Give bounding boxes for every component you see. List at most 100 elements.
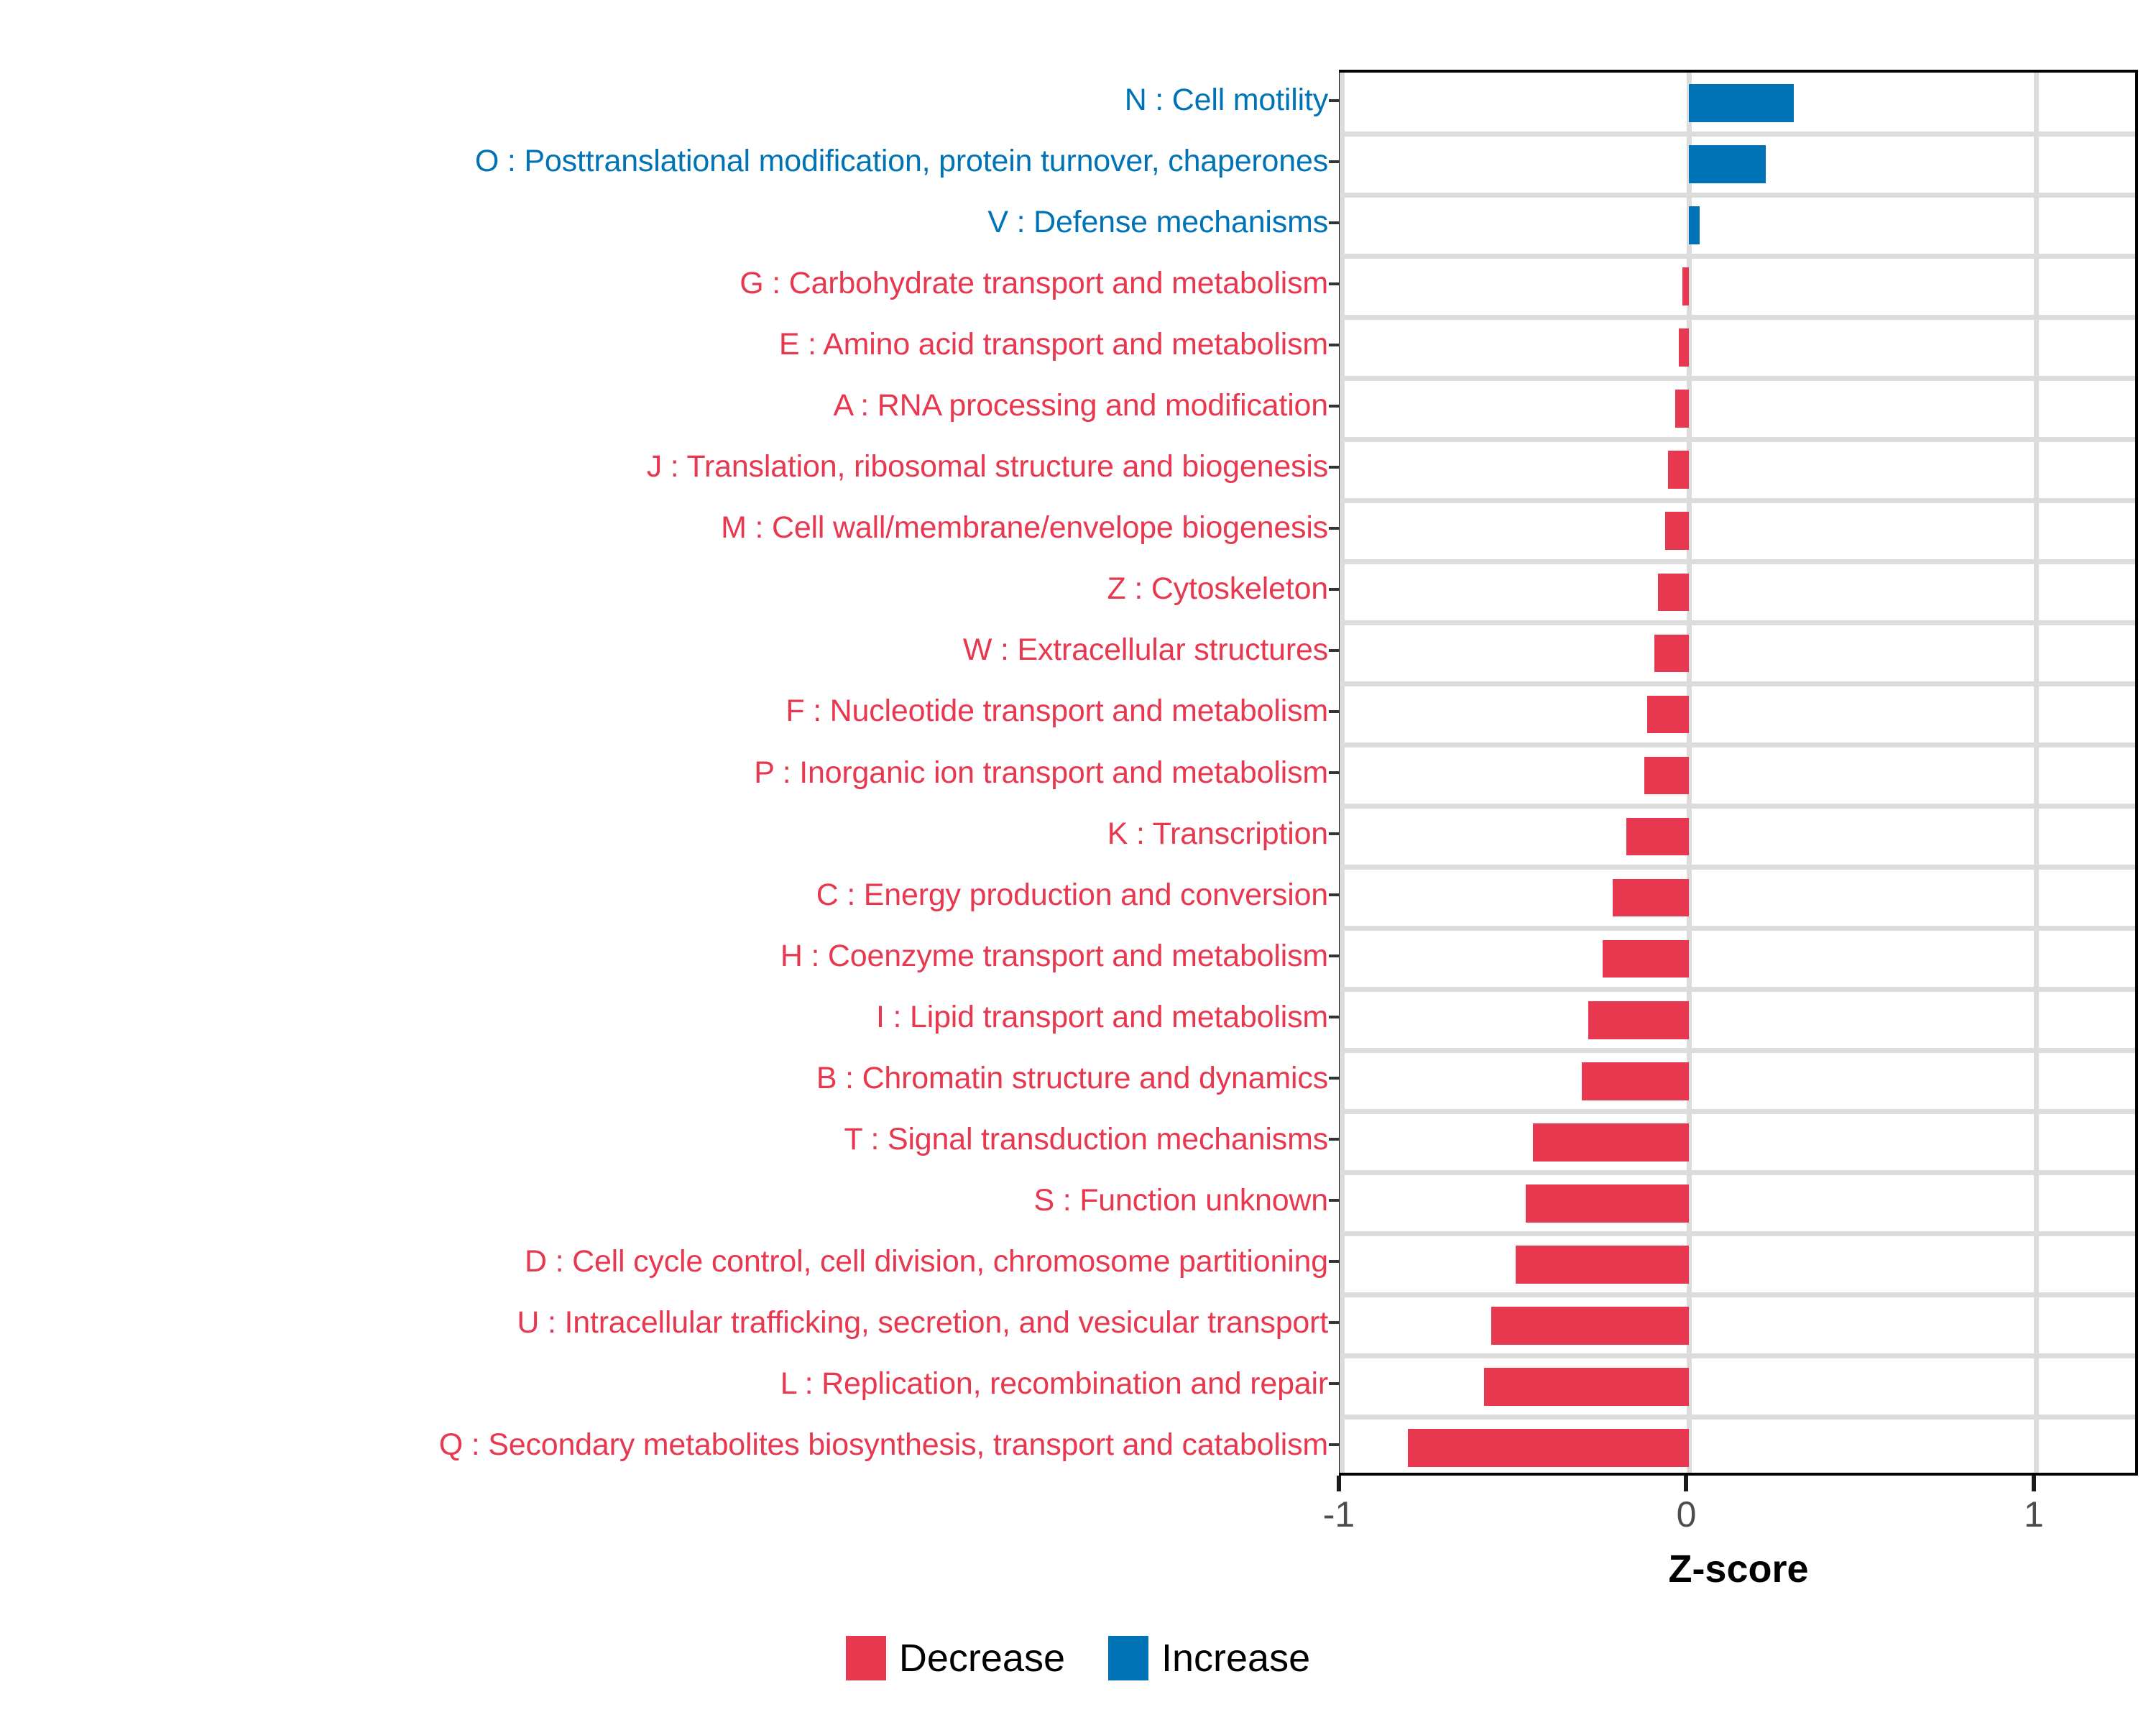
- bar[interactable]: [1689, 145, 1766, 183]
- gridline-horizontal: [1342, 926, 2135, 932]
- bar[interactable]: [1689, 206, 1700, 244]
- gridline-horizontal: [1342, 1353, 2135, 1359]
- bar[interactable]: [1526, 1184, 1690, 1223]
- category-label: V : Defense mechanisms: [0, 192, 1335, 253]
- category-label-text: L : Replication, recombination and repai…: [780, 1366, 1328, 1401]
- bar-row: [1342, 451, 2135, 489]
- gridline-horizontal: [1342, 558, 2135, 564]
- bar[interactable]: [1647, 695, 1690, 734]
- category-label-text: J : Translation, ribosomal structure and…: [646, 449, 1328, 484]
- bar[interactable]: [1613, 878, 1690, 917]
- y-axis-tick-mark: [1329, 221, 1339, 224]
- gridline-horizontal: [1342, 131, 2135, 137]
- gridline-horizontal: [1342, 1109, 2135, 1115]
- y-axis-tick-mark: [1329, 1077, 1339, 1080]
- y-axis-tick-mark: [1329, 1138, 1339, 1141]
- category-label-text: U : Intracellular trafficking, secretion…: [517, 1305, 1328, 1340]
- gridline-horizontal: [1342, 1170, 2135, 1176]
- legend-swatch-icon: [1107, 1636, 1148, 1680]
- gridline-horizontal: [1342, 681, 2135, 686]
- bar[interactable]: [1644, 756, 1690, 795]
- y-axis-tick-mark: [1329, 893, 1339, 897]
- bar[interactable]: [1515, 1245, 1690, 1284]
- category-label: F : Nucleotide transport and metabolism: [0, 681, 1335, 742]
- x-axis-tick-label: -1: [1322, 1494, 1355, 1535]
- gridline-horizontal: [1342, 253, 2135, 259]
- bar[interactable]: [1689, 84, 1794, 122]
- x-axis-tick-mark: [2031, 1476, 2036, 1491]
- category-label: S : Function unknown: [0, 1170, 1335, 1231]
- category-label-text: I : Lipid transport and metabolism: [876, 999, 1328, 1034]
- y-axis-tick-mark: [1329, 343, 1339, 346]
- legend-item[interactable]: Decrease: [845, 1636, 1065, 1680]
- legend-label: Increase: [1161, 1637, 1311, 1680]
- gridline-horizontal: [1342, 1292, 2135, 1298]
- category-label: O : Posttranslational modification, prot…: [0, 131, 1335, 192]
- category-label: L : Replication, recombination and repai…: [0, 1353, 1335, 1414]
- bar[interactable]: [1682, 267, 1690, 305]
- category-label: T : Signal transduction mechanisms: [0, 1109, 1335, 1170]
- category-label: Z : Cytoskeleton: [0, 558, 1335, 620]
- bar[interactable]: [1678, 328, 1690, 367]
- y-axis-tick-mark: [1329, 282, 1339, 285]
- category-label-text: W : Extracellular structures: [962, 632, 1328, 668]
- x-axis-title: Z-score: [1668, 1547, 1809, 1591]
- bar[interactable]: [1657, 573, 1690, 612]
- legend-swatch-icon: [845, 1636, 886, 1680]
- bar[interactable]: [1626, 817, 1690, 856]
- category-label-text: P : Inorganic ion transport and metaboli…: [754, 755, 1328, 790]
- y-axis-tick-mark: [1329, 526, 1339, 530]
- bar[interactable]: [1407, 1429, 1690, 1467]
- bar-row: [1342, 1123, 2135, 1162]
- legend: Decrease Increase: [0, 1636, 2156, 1680]
- x-axis-tick-mark: [1337, 1476, 1341, 1491]
- legend-item[interactable]: Increase: [1107, 1636, 1311, 1680]
- category-label-text: T : Signal transduction mechanisms: [844, 1121, 1328, 1156]
- bar-row: [1342, 634, 2135, 673]
- gridline-horizontal: [1342, 1231, 2135, 1237]
- y-axis-tick-mark: [1329, 832, 1339, 836]
- category-label: A : RNA processing and modification: [0, 375, 1335, 436]
- gridline-horizontal: [1342, 1414, 2135, 1420]
- gridline-horizontal: [1342, 987, 2135, 993]
- bar-row: [1342, 939, 2135, 978]
- bar[interactable]: [1532, 1123, 1690, 1162]
- bar[interactable]: [1484, 1368, 1690, 1406]
- category-label: D : Cell cycle control, cell division, c…: [0, 1231, 1335, 1292]
- y-axis-tick-mark: [1329, 160, 1339, 163]
- category-label: C : Energy production and conversion: [0, 865, 1335, 926]
- category-label-text: Q : Secondary metabolites biosynthesis, …: [438, 1427, 1328, 1463]
- y-axis-tick-mark: [1329, 1016, 1339, 1019]
- bar[interactable]: [1668, 451, 1690, 489]
- gridline-horizontal: [1342, 375, 2135, 381]
- y-axis-tick-mark: [1329, 954, 1339, 958]
- y-axis-tick-mark: [1329, 98, 1339, 102]
- category-label-text: F : Nucleotide transport and metabolism: [786, 694, 1328, 729]
- category-label-text: G : Carbohydrate transport and metabolis…: [740, 266, 1328, 301]
- bar-row: [1342, 1307, 2135, 1345]
- bar[interactable]: [1581, 1062, 1690, 1100]
- bar-row: [1342, 1245, 2135, 1284]
- category-label: N : Cell motility: [0, 70, 1335, 131]
- bar[interactable]: [1588, 1000, 1690, 1039]
- bar[interactable]: [1602, 939, 1690, 978]
- y-axis-tick-mark: [1329, 1199, 1339, 1202]
- category-label-text: V : Defense mechanisms: [987, 205, 1328, 240]
- bar-row: [1342, 390, 2135, 428]
- x-axis-tick-label: 0: [1676, 1494, 1697, 1535]
- bar[interactable]: [1491, 1307, 1690, 1345]
- category-label: W : Extracellular structures: [0, 620, 1335, 681]
- gridline-horizontal: [1342, 314, 2135, 320]
- bar[interactable]: [1675, 390, 1690, 428]
- category-label-text: K : Transcription: [1107, 816, 1328, 851]
- bar-row: [1342, 1368, 2135, 1406]
- bar[interactable]: [1664, 512, 1690, 551]
- category-label: H : Coenzyme transport and metabolism: [0, 926, 1335, 987]
- bar-row: [1342, 573, 2135, 612]
- category-label-text: N : Cell motility: [1124, 83, 1329, 118]
- bar-series: [1342, 73, 2135, 1473]
- category-label: E : Amino acid transport and metabolism: [0, 314, 1335, 375]
- bar[interactable]: [1654, 634, 1690, 673]
- category-label: P : Inorganic ion transport and metaboli…: [0, 742, 1335, 804]
- bar-row: [1342, 1429, 2135, 1467]
